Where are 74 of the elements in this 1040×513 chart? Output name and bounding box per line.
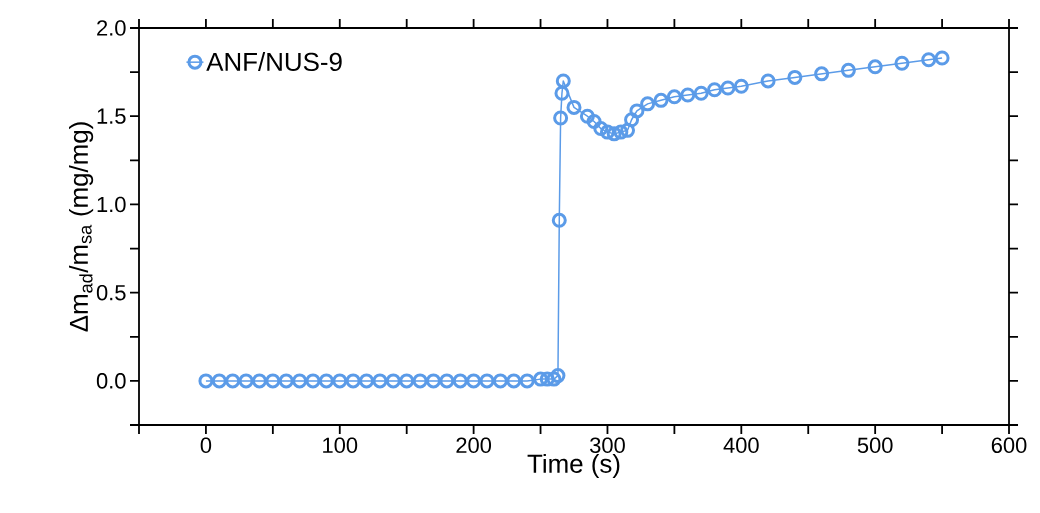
point	[278, 373, 294, 389]
point	[613, 124, 629, 140]
point	[251, 373, 267, 389]
point	[693, 85, 709, 101]
point	[439, 373, 455, 389]
point	[586, 114, 602, 130]
point	[506, 373, 522, 389]
legend-label: ANF/NUS-9	[206, 52, 342, 72]
x-tick-label: 500	[857, 437, 893, 454]
point	[787, 69, 803, 85]
point	[539, 371, 555, 387]
point	[599, 124, 615, 140]
y-tick-label: 2.0	[97, 20, 126, 36]
point	[466, 373, 482, 389]
point	[653, 92, 669, 108]
point	[238, 373, 254, 389]
x-tick-label: 0	[200, 437, 212, 454]
y-tick-label: 0.5	[96, 284, 126, 301]
point	[707, 82, 723, 98]
point	[550, 368, 566, 384]
point	[265, 373, 281, 389]
point	[840, 62, 856, 78]
point	[551, 212, 567, 228]
point	[620, 122, 636, 138]
x-tick-label: 600	[991, 437, 1027, 454]
point	[624, 112, 640, 128]
point	[546, 371, 562, 387]
point	[554, 85, 570, 101]
point	[555, 73, 571, 89]
point	[606, 126, 622, 142]
point	[412, 373, 428, 389]
point	[519, 373, 535, 389]
point	[211, 373, 227, 389]
point	[479, 373, 495, 389]
y-axis-title: Δm$_{ad}$/m$_{sa}$ (mg/mg)	[69, 122, 94, 332]
point	[332, 373, 348, 389]
point	[318, 373, 334, 389]
point	[492, 373, 508, 389]
point	[305, 373, 321, 389]
point	[452, 373, 468, 389]
point	[629, 103, 645, 119]
point	[566, 99, 582, 115]
y-tick-label: 1.5	[97, 108, 126, 124]
point	[733, 78, 749, 94]
point	[760, 73, 776, 89]
y-tick-label: 0.0	[96, 373, 126, 389]
point	[894, 55, 910, 71]
point	[385, 373, 401, 389]
point	[867, 59, 883, 75]
point	[553, 110, 569, 126]
x-tick-label: 400	[723, 437, 759, 454]
point	[359, 373, 375, 389]
point	[814, 66, 830, 82]
point	[934, 50, 950, 66]
point	[680, 87, 696, 103]
point	[425, 373, 441, 389]
point	[533, 371, 549, 387]
point	[225, 373, 241, 389]
y-tick-label: 1.0	[97, 196, 126, 213]
x-axis-title: Time (s)	[527, 453, 620, 479]
x-tick-label: 200	[456, 437, 492, 454]
point	[345, 373, 361, 389]
point	[921, 52, 937, 68]
point	[292, 373, 308, 389]
point	[579, 108, 595, 124]
point	[372, 373, 388, 389]
point	[399, 373, 415, 389]
x-tick-label: 300	[590, 437, 625, 454]
point	[640, 96, 656, 112]
point	[198, 373, 214, 389]
point	[593, 121, 609, 137]
x-tick-label: 100	[323, 437, 358, 454]
point	[720, 80, 736, 96]
point	[666, 89, 682, 105]
